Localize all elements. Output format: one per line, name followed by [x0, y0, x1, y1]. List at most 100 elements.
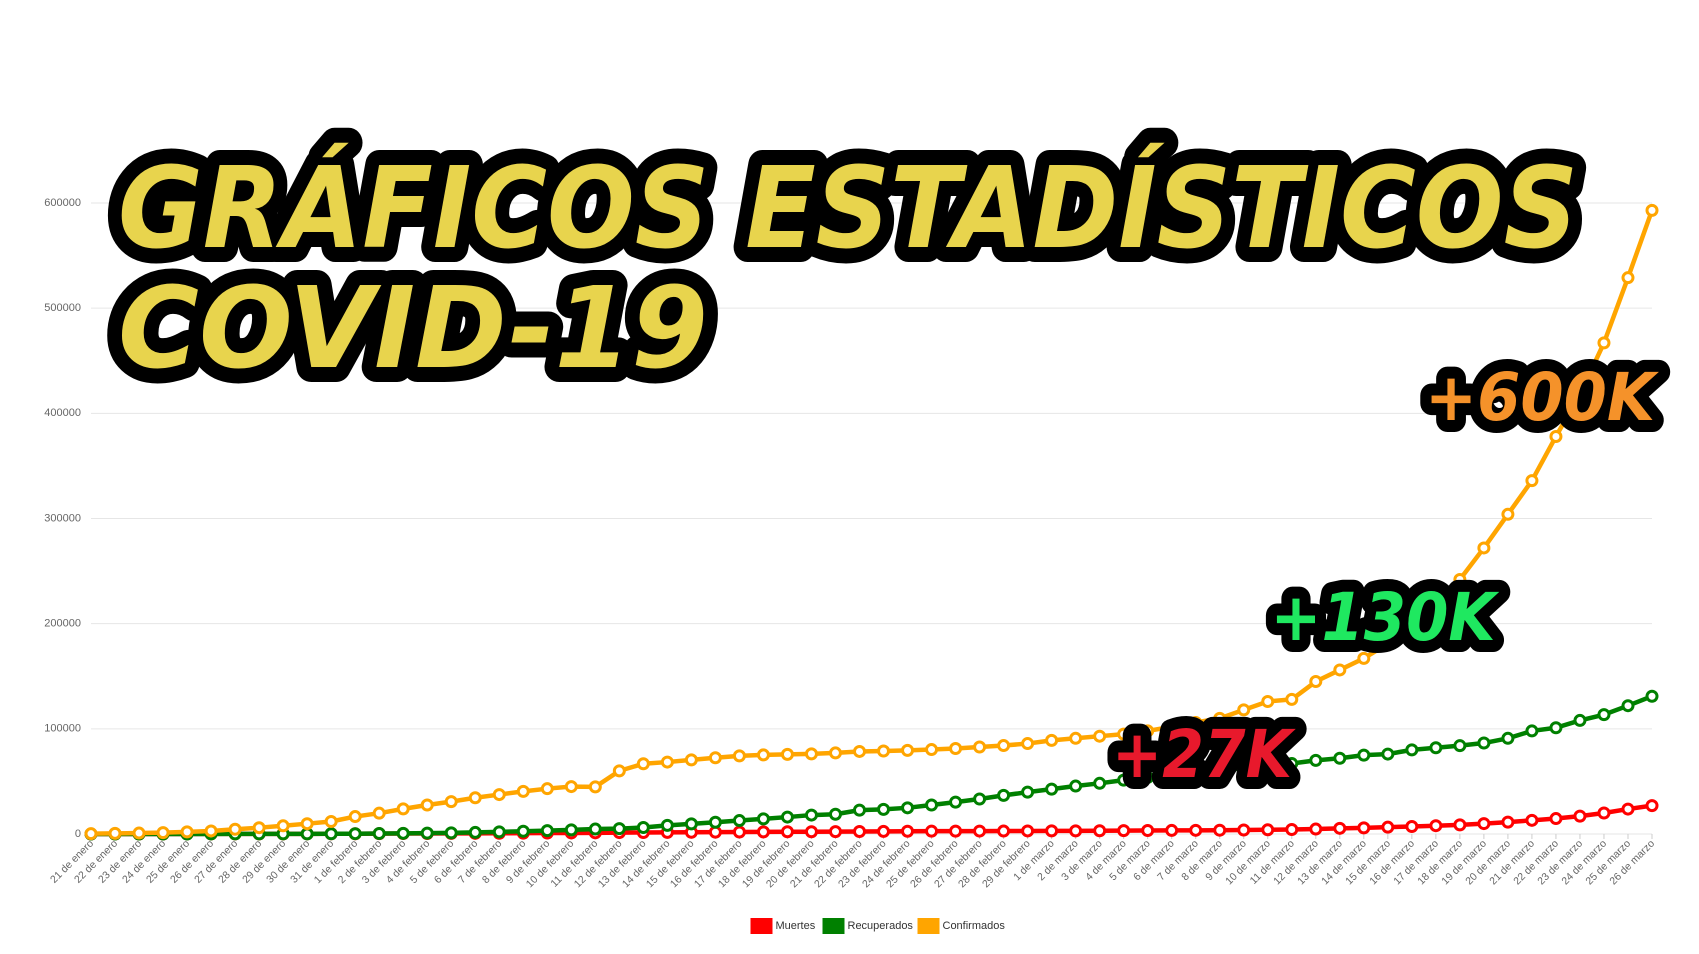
point	[1333, 663, 1347, 677]
legend-swatch	[822, 918, 845, 934]
point	[1549, 812, 1563, 826]
point	[300, 817, 314, 831]
point	[997, 739, 1011, 753]
legend-swatch	[750, 918, 773, 934]
point	[1141, 824, 1155, 838]
point	[1069, 824, 1083, 838]
point	[492, 788, 506, 802]
point	[1429, 741, 1443, 755]
point	[108, 826, 122, 840]
point	[1405, 620, 1419, 634]
point	[1309, 753, 1323, 767]
point	[564, 780, 578, 794]
point	[516, 784, 530, 798]
point	[997, 824, 1011, 838]
point	[1189, 766, 1203, 780]
point	[1381, 637, 1395, 651]
point	[1429, 601, 1443, 615]
point	[828, 746, 842, 760]
point	[468, 825, 482, 839]
point	[1597, 806, 1611, 820]
annotation: +600K	[1425, 359, 1660, 436]
point	[1213, 763, 1227, 777]
point	[540, 782, 554, 796]
point	[877, 802, 891, 816]
point	[973, 740, 987, 754]
point	[348, 810, 362, 824]
point	[1213, 711, 1227, 725]
point	[300, 827, 314, 841]
point	[756, 825, 770, 839]
point	[1261, 823, 1275, 837]
point	[1381, 820, 1395, 834]
point	[492, 825, 506, 839]
point	[1045, 782, 1059, 796]
point	[660, 818, 674, 832]
point	[780, 810, 794, 824]
point	[1285, 692, 1299, 706]
point	[420, 798, 434, 812]
point	[468, 791, 482, 805]
point	[588, 780, 602, 794]
point	[1501, 731, 1515, 745]
point	[828, 807, 842, 821]
point	[1261, 759, 1275, 773]
point	[1429, 819, 1443, 833]
title: GRÁFICOS ESTADÍSTICOS	[118, 142, 1578, 274]
legend-swatch	[917, 918, 940, 934]
point	[636, 757, 650, 771]
point	[252, 821, 266, 835]
point	[1597, 336, 1611, 350]
point	[1189, 716, 1203, 730]
point	[516, 824, 530, 838]
point	[132, 826, 146, 840]
point	[901, 801, 915, 815]
point	[228, 822, 242, 836]
point	[1117, 773, 1131, 787]
point	[660, 755, 674, 769]
plot	[84, 203, 1659, 841]
point	[852, 803, 866, 817]
point	[804, 747, 818, 761]
point	[1117, 824, 1131, 838]
point	[877, 824, 891, 838]
point	[925, 743, 939, 757]
series-line	[91, 694, 1653, 837]
point	[732, 749, 746, 763]
point	[1213, 823, 1227, 837]
y-tick-label: 500000	[44, 302, 81, 314]
point	[84, 827, 98, 841]
point	[1573, 713, 1587, 727]
point	[1237, 823, 1251, 837]
point	[925, 798, 939, 812]
point	[852, 825, 866, 839]
y-tick-label: 300000	[44, 512, 81, 524]
point	[1477, 736, 1491, 750]
point	[828, 825, 842, 839]
point	[877, 744, 891, 758]
point	[1141, 770, 1155, 784]
point	[997, 788, 1011, 802]
point	[1021, 785, 1035, 799]
point	[852, 744, 866, 758]
point	[949, 824, 963, 838]
point	[1357, 748, 1371, 762]
annotation: +27K	[1112, 716, 1296, 793]
point	[1357, 651, 1371, 665]
point	[1261, 694, 1275, 708]
point	[1621, 271, 1635, 285]
point	[949, 795, 963, 809]
point	[1405, 820, 1419, 834]
point	[204, 824, 218, 838]
point	[1237, 761, 1251, 775]
point	[156, 826, 170, 840]
point	[1477, 817, 1491, 831]
y-tick-label: 400000	[44, 407, 81, 419]
point	[684, 753, 698, 767]
point	[1285, 822, 1299, 836]
point	[1453, 739, 1467, 753]
point	[1453, 572, 1467, 586]
point	[1021, 737, 1035, 751]
point	[420, 826, 434, 840]
